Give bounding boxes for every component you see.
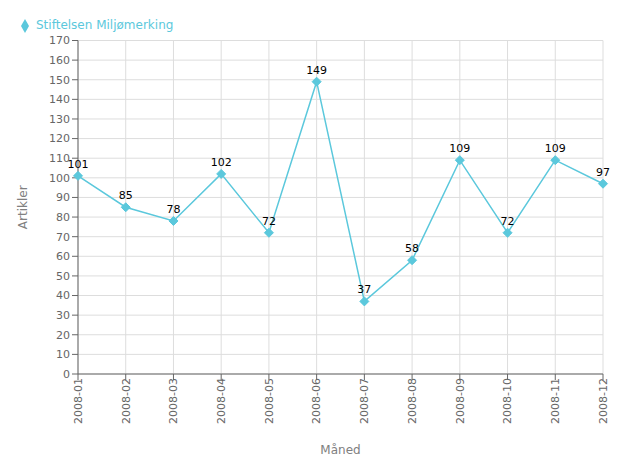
svg-text:130: 130 [49,113,70,126]
svg-text:60: 60 [56,250,70,263]
svg-text:120: 120 [49,132,70,145]
svg-text:10: 10 [56,348,70,361]
svg-text:Måned: Måned [320,443,360,457]
svg-text:20: 20 [56,329,70,342]
svg-text:Artikler: Artikler [16,185,30,229]
svg-text:70: 70 [56,231,70,244]
svg-text:2008-08: 2008-08 [406,378,419,424]
svg-text:2008-03: 2008-03 [167,378,180,424]
svg-text:101: 101 [68,158,89,171]
html-text:Stiftelsen Miljømerking: Stiftelsen Miljømerking [36,18,174,32]
svg-text:160: 160 [49,54,70,67]
svg-text:30: 30 [56,309,70,322]
svg-text:150: 150 [49,74,70,87]
svg-text:2008-01: 2008-01 [72,378,85,424]
svg-text:40: 40 [56,289,70,302]
svg-text:140: 140 [49,93,70,106]
svg-text:2008-02: 2008-02 [120,378,133,424]
svg-text:109: 109 [449,142,470,155]
svg-text:72: 72 [501,215,515,228]
svg-text:97: 97 [596,166,610,179]
svg-text:2008-06: 2008-06 [310,378,323,424]
svg-text:80: 80 [56,211,70,224]
svg-text:58: 58 [405,242,419,255]
svg-text:0: 0 [63,368,70,381]
svg-text:109: 109 [545,142,566,155]
svg-text:85: 85 [119,189,133,202]
svg-text:110: 110 [49,152,70,166]
svg-text:2008-07: 2008-07 [358,378,371,424]
svg-text:2008-11: 2008-11 [549,378,562,424]
svg-text:102: 102 [211,156,232,169]
svg-text:149: 149 [306,64,327,77]
svg-text:78: 78 [166,203,180,216]
svg-text:2008-09: 2008-09 [454,378,467,424]
svg-text:2008-10: 2008-10 [501,378,514,424]
svg-text:2008-12: 2008-12 [597,378,610,424]
svg-text:2008-05: 2008-05 [263,378,276,424]
svg-text:37: 37 [357,283,371,296]
svg-text:90: 90 [56,191,70,204]
svg-text:50: 50 [56,270,70,283]
svg-text:2008-04: 2008-04 [215,378,228,424]
svg-text:72: 72 [262,215,276,228]
svg-text:170: 170 [49,34,70,47]
svg-text:100: 100 [49,172,70,185]
